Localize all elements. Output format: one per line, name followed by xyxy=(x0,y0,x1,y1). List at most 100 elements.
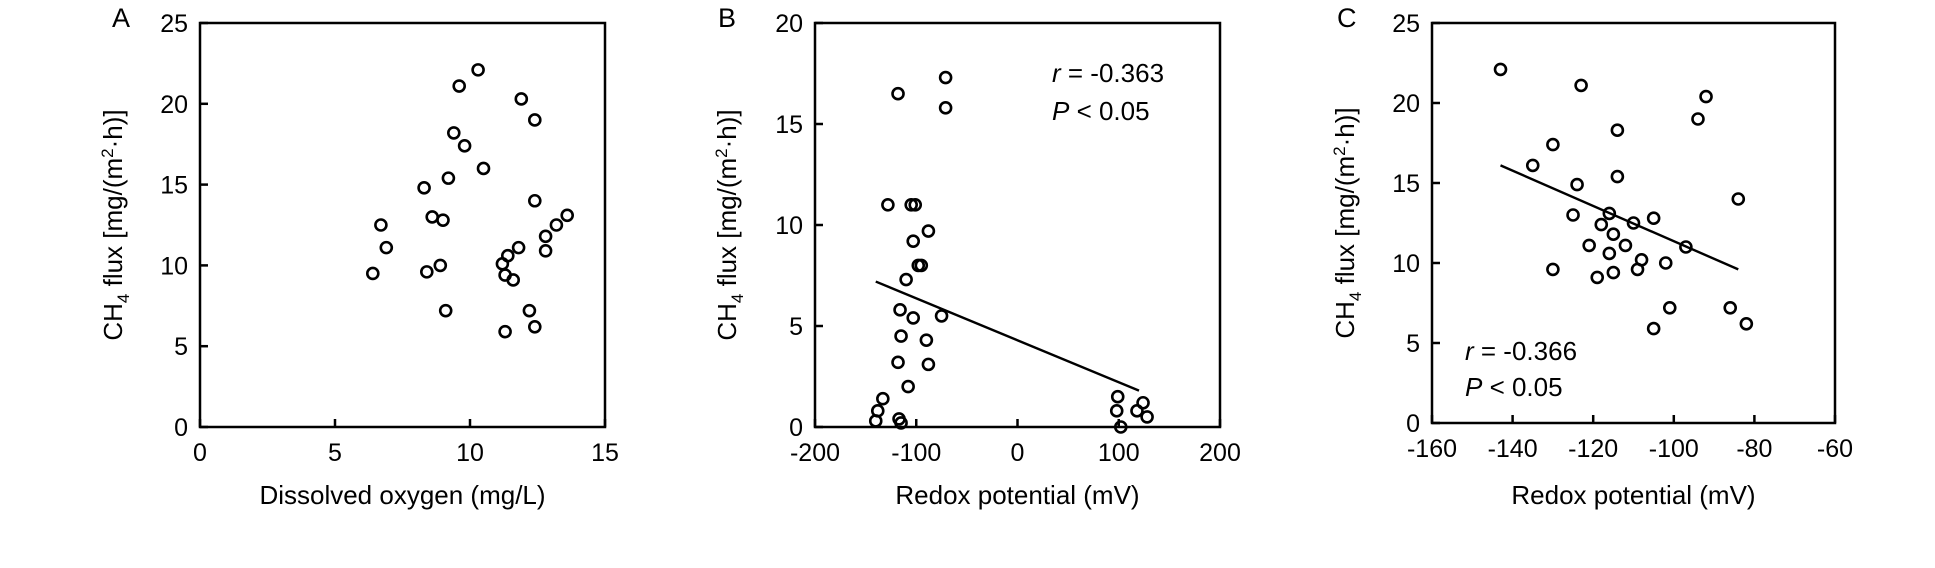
x-tick-label: -100 xyxy=(891,439,941,467)
y-tick-label: 10 xyxy=(775,212,803,240)
chart-panel-c: C -160 -140 -120 -100 -80 -60 0 5 10 15 20 25 Redox p… xyxy=(1330,3,1853,510)
data-point xyxy=(1582,238,1596,253)
x-axis-title: Redox potential (mV) xyxy=(1511,480,1755,510)
y-tick-label: 5 xyxy=(1406,330,1420,358)
panel-letter: A xyxy=(112,3,130,33)
x-tick-label: -160 xyxy=(1407,435,1457,463)
data-point xyxy=(365,266,380,281)
y-tick-label: 15 xyxy=(1392,170,1420,198)
y-tick-label: 0 xyxy=(789,414,803,442)
y-tick-label: 0 xyxy=(1406,410,1420,438)
data-point xyxy=(914,258,929,273)
regression-line xyxy=(875,280,1140,392)
data-point xyxy=(938,70,953,85)
data-point xyxy=(514,92,529,106)
data-point xyxy=(1140,410,1154,424)
chart-panel-b: B -200 -100 0 100 200 0 5 10 15 20 Redox potential … xyxy=(712,3,1241,510)
data-point xyxy=(1546,137,1560,152)
y-tick-label: 10 xyxy=(1392,250,1420,278)
y-tick-label: 5 xyxy=(174,333,188,361)
y-tick-label: 20 xyxy=(160,91,188,119)
data-point xyxy=(1109,404,1124,418)
data-point xyxy=(870,404,885,418)
x-tick-label: 100 xyxy=(1098,439,1140,467)
data-point xyxy=(1606,265,1621,280)
data-point xyxy=(893,303,907,317)
data-point xyxy=(527,113,542,127)
p-value: P < 0.05 xyxy=(1052,96,1150,126)
data-point xyxy=(894,416,908,430)
data-point xyxy=(1634,252,1649,267)
data-point xyxy=(446,126,461,140)
data-point xyxy=(881,198,895,212)
data-point xyxy=(419,265,434,279)
data-point xyxy=(1546,262,1560,277)
x-tick-label: 0 xyxy=(193,439,207,467)
data-point xyxy=(1610,123,1625,137)
data-point xyxy=(899,272,913,287)
data-point xyxy=(1699,89,1713,104)
y-axis-title: CH4 flux [mg/(m2·h)] xyxy=(1330,107,1365,338)
data-point xyxy=(498,324,512,339)
x-tick-label: 10 xyxy=(456,439,484,467)
plot-frame xyxy=(1430,21,1837,425)
data-point xyxy=(1731,192,1746,206)
data-point xyxy=(1662,300,1677,315)
y-tick-label: 20 xyxy=(1392,90,1420,118)
data-point xyxy=(1691,112,1705,126)
data-point xyxy=(1136,395,1150,410)
data-point xyxy=(1566,208,1580,222)
data-point xyxy=(1626,216,1641,230)
plot-frame xyxy=(198,21,607,429)
data-point xyxy=(1574,78,1588,93)
data-point xyxy=(906,234,921,248)
data-point xyxy=(1110,389,1125,404)
data-point xyxy=(417,181,431,195)
data-point xyxy=(934,309,949,323)
data-point xyxy=(438,303,453,318)
data-point xyxy=(1610,169,1625,184)
data-point xyxy=(891,355,905,370)
data-point xyxy=(876,391,890,406)
data-point xyxy=(538,244,553,258)
data-point xyxy=(527,320,542,334)
y-tick-label: 5 xyxy=(789,313,803,341)
correlation-r: r = -0.366 xyxy=(1465,336,1577,366)
correlation-r: r = -0.363 xyxy=(1052,58,1164,88)
data-point xyxy=(441,171,456,185)
data-point xyxy=(904,198,918,212)
data-point xyxy=(452,79,467,93)
x-axis-title: Redox potential (mV) xyxy=(895,480,1139,510)
data-point xyxy=(906,311,921,325)
panel-letter: B xyxy=(718,3,736,33)
y-axis-title: CH4 flux [mg/(m2·h)] xyxy=(712,109,747,340)
data-point xyxy=(471,63,485,77)
y-axis-title: CH4 flux [mg/(m2·h)] xyxy=(98,109,133,340)
data-point xyxy=(1602,246,1617,261)
data-point xyxy=(476,161,491,176)
data-point xyxy=(425,210,440,224)
data-point xyxy=(1594,217,1609,232)
data-point xyxy=(1606,227,1621,241)
data-point xyxy=(1113,420,1128,434)
data-point xyxy=(938,101,953,115)
x-tick-label: -200 xyxy=(790,439,840,467)
data-point xyxy=(379,240,394,255)
x-tick-label: 200 xyxy=(1199,439,1241,467)
data-point xyxy=(511,240,526,255)
data-point xyxy=(1618,238,1633,253)
data-point xyxy=(538,229,553,244)
data-point xyxy=(549,218,564,232)
data-point xyxy=(1646,321,1661,336)
x-tick-label: 5 xyxy=(328,439,342,467)
x-tick-label: 15 xyxy=(591,439,619,467)
chart-panel-a: A 0 5 10 15 0 5 10 15 20 25 Dissolved oxygen (mg/L)… xyxy=(98,3,619,510)
y-tick-label: 25 xyxy=(160,10,188,38)
y-tick-label: 0 xyxy=(174,414,188,442)
data-point xyxy=(506,273,521,287)
data-point xyxy=(1723,300,1738,315)
data-point xyxy=(921,357,936,372)
data-point xyxy=(522,303,537,318)
x-tick-label: -120 xyxy=(1568,435,1618,463)
